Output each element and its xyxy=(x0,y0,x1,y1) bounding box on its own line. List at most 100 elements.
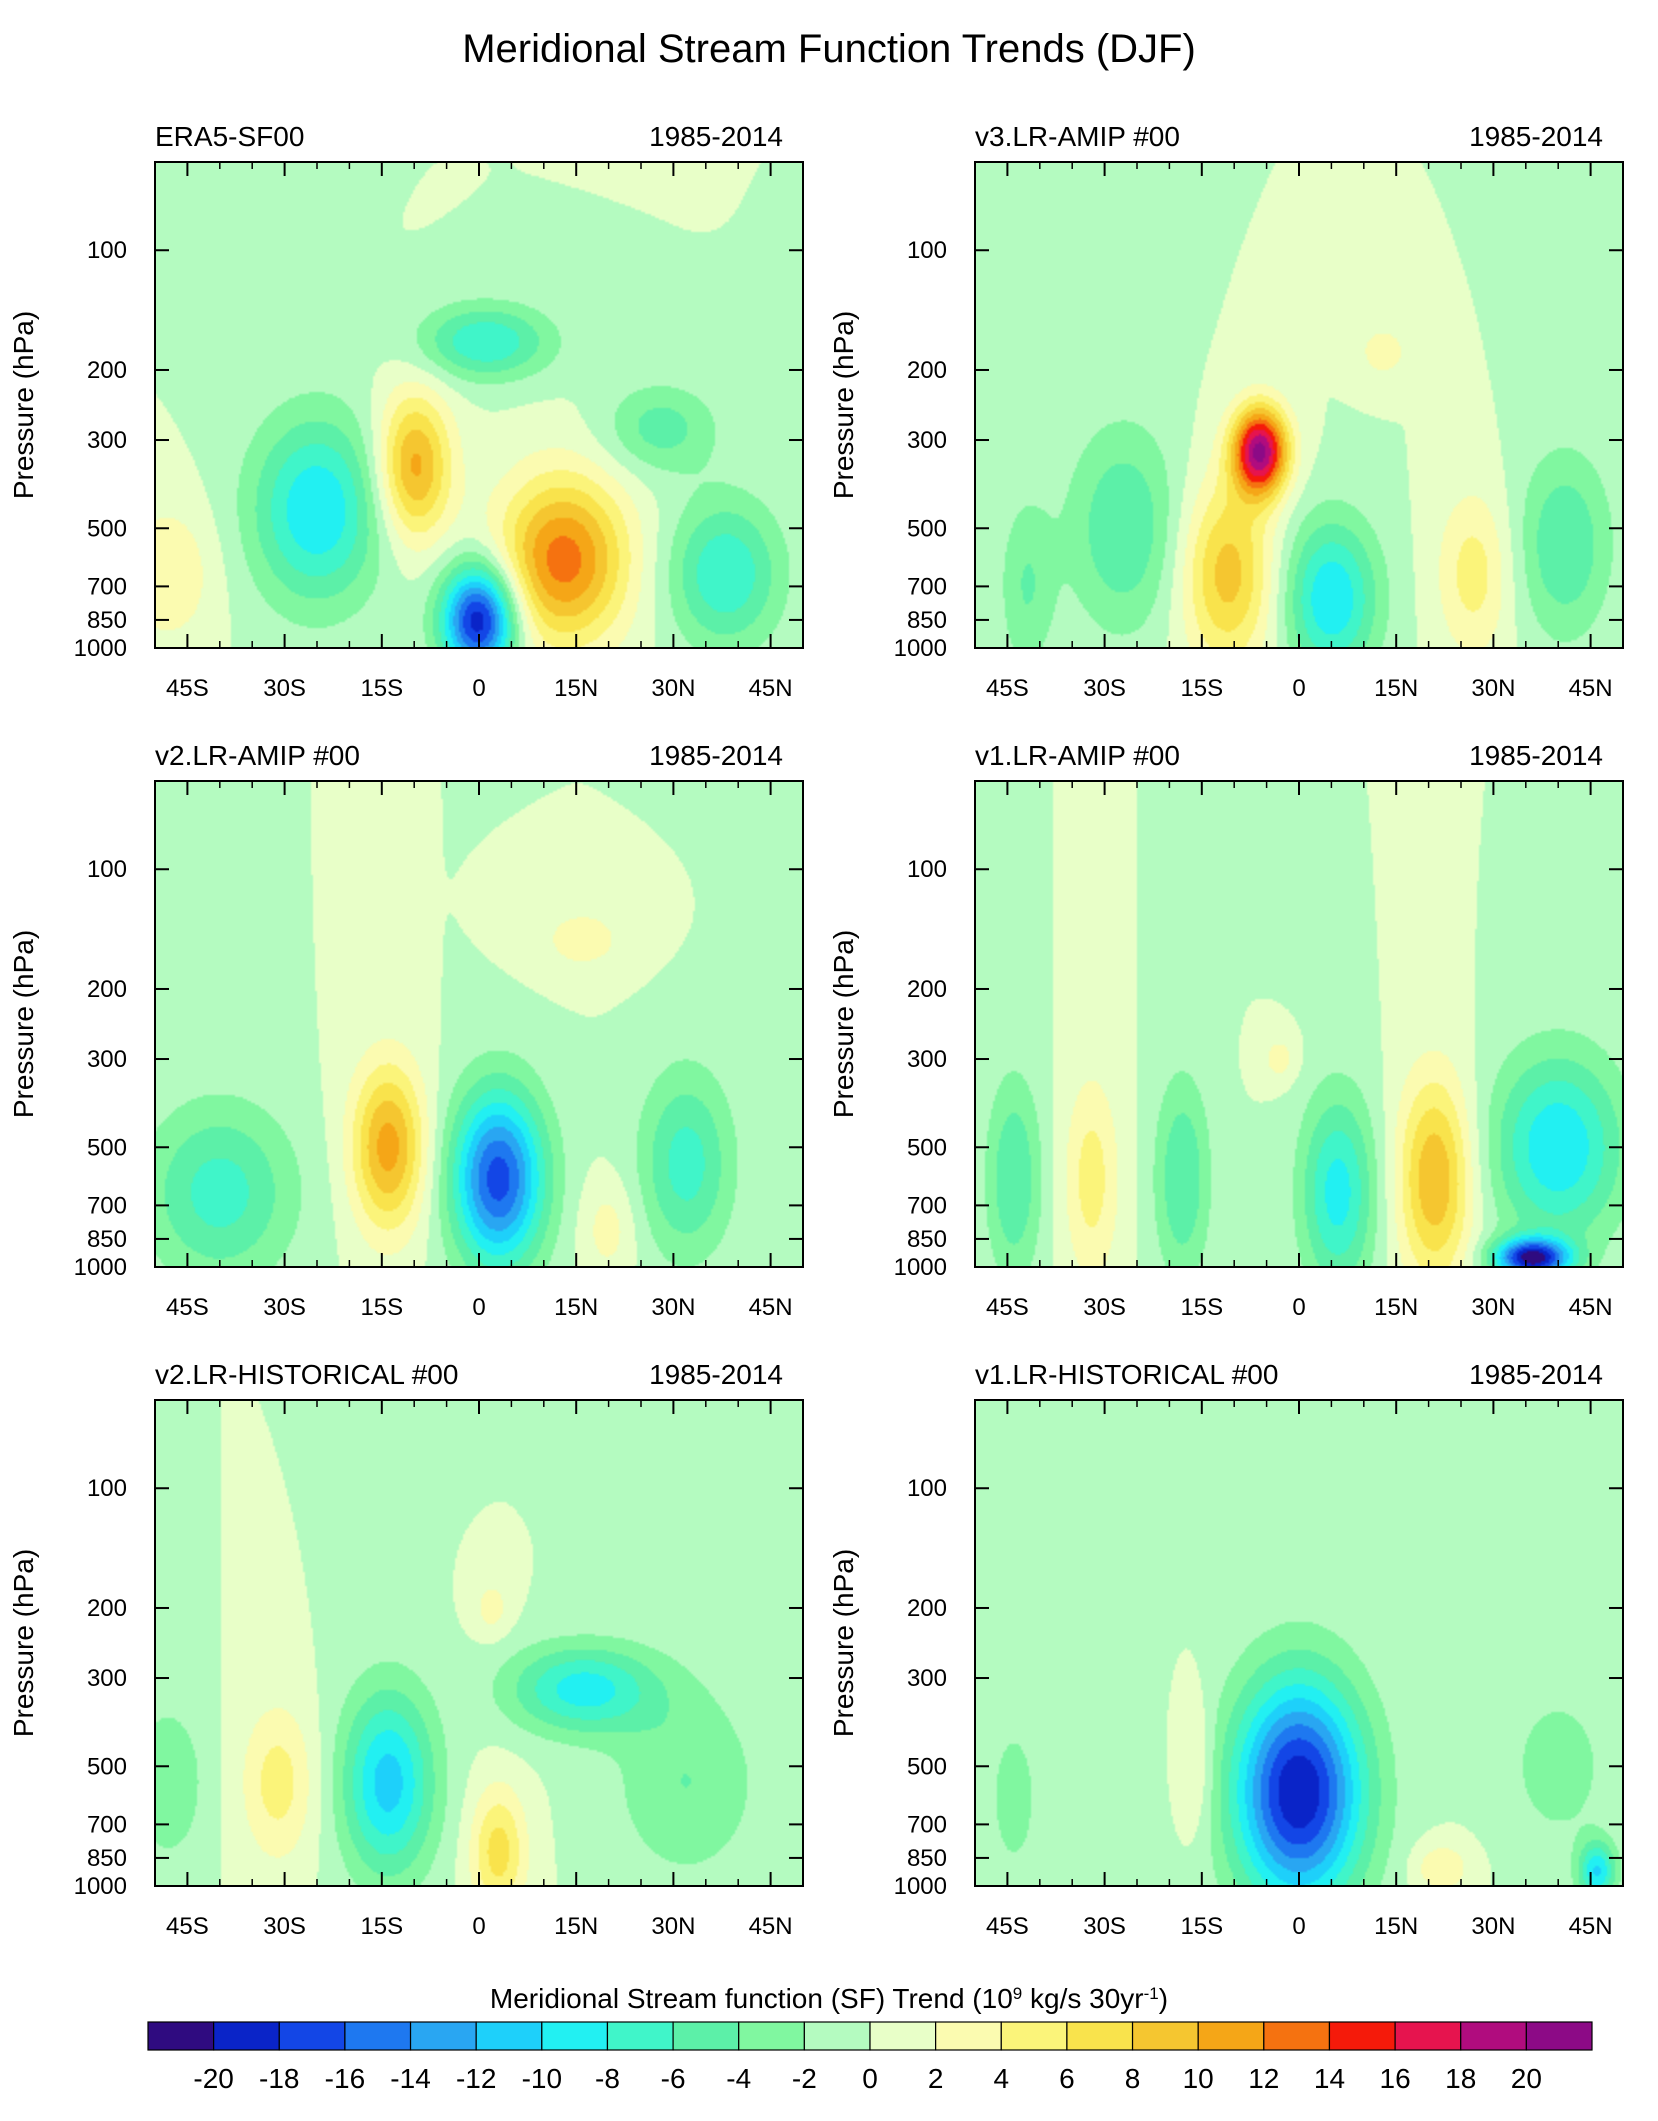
ylabel: Pressure (hPa) xyxy=(8,930,39,1118)
xtick-label: 15S xyxy=(1180,1294,1223,1321)
panel-3: v1.LR-AMIP #00 1985-2014 100 200 300 500 700 85… xyxy=(828,740,1624,1321)
panel-1: v3.LR-AMIP #00 1985-2014 100 200 300 500 700 85… xyxy=(828,121,1624,702)
xtick-label: 0 xyxy=(472,1294,485,1321)
panel-period: 1985-2014 xyxy=(1469,1359,1603,1390)
colorbar-box xyxy=(1460,2021,1527,2051)
colorbar-label-exp2: -1 xyxy=(1144,1984,1159,2003)
ytick-label: 700 xyxy=(907,1811,947,1838)
panel-5: v1.LR-HISTORICAL #00 1985-2014 100 200 300 50… xyxy=(828,1359,1624,1940)
colorbar-box xyxy=(672,2021,740,2051)
ytick-label: 700 xyxy=(87,573,127,600)
colorbar-tick-label: 20 xyxy=(1511,2063,1542,2094)
ytick-label: 100 xyxy=(87,237,127,264)
colorbar-box xyxy=(606,2021,674,2051)
ylabel: Pressure (hPa) xyxy=(828,311,859,499)
panel-2: v2.LR-AMIP #00 1985-2014 100 200 300 500 700 85… xyxy=(8,740,804,1321)
xtick-label: 45N xyxy=(749,675,793,702)
ytick-label: 100 xyxy=(87,1475,127,1502)
xtick-label: 30S xyxy=(1083,1913,1126,1940)
colorbar-tick-label: -2 xyxy=(792,2063,817,2094)
panel-period: 1985-2014 xyxy=(649,1359,783,1390)
xtick-label: 15N xyxy=(1374,1913,1418,1940)
figure-title: Meridional Stream Function Trends (DJF) xyxy=(462,27,1196,71)
ytick-label: 300 xyxy=(87,1665,127,1692)
xtick-label: 45N xyxy=(1569,1913,1613,1940)
panel-period: 1985-2014 xyxy=(1469,121,1603,152)
ytick-label: 500 xyxy=(87,1134,127,1161)
colorbar-tick-label: -20 xyxy=(193,2063,233,2094)
colorbar-box xyxy=(1394,2021,1462,2051)
colorbar-box xyxy=(803,2021,871,2051)
colorbar-tick-label: -6 xyxy=(661,2063,686,2094)
ytick-label: 200 xyxy=(87,976,127,1003)
panel-title: v3.LR-AMIP #00 xyxy=(975,121,1180,152)
ytick-label: 500 xyxy=(907,515,947,542)
ytick-label: 850 xyxy=(907,1226,947,1253)
colorbar-box xyxy=(1328,2021,1396,2051)
xtick-label: 30N xyxy=(651,675,695,702)
colorbar-tick-label: 10 xyxy=(1183,2063,1214,2094)
colorbar-box xyxy=(1131,2021,1199,2051)
colorbar-box xyxy=(475,2021,543,2051)
ytick-label: 1000 xyxy=(74,635,127,662)
ytick-label: 300 xyxy=(87,427,127,454)
xtick-label: 15N xyxy=(554,1913,598,1940)
colorbar-box xyxy=(935,2021,1002,2051)
panel-period: 1985-2014 xyxy=(649,121,783,152)
colorbar-tick-label: -12 xyxy=(456,2063,496,2094)
colorbar-tick-label: -14 xyxy=(390,2063,430,2094)
panel-title: v1.LR-AMIP #00 xyxy=(975,740,1180,771)
colorbar-box xyxy=(409,2021,477,2051)
ytick-label: 500 xyxy=(87,515,127,542)
xtick-label: 15N xyxy=(1374,675,1418,702)
ytick-label: 1000 xyxy=(894,1873,947,1900)
panel-title: ERA5-SF00 xyxy=(155,121,304,152)
colorbar-box xyxy=(278,2021,346,2051)
xtick-label: 15N xyxy=(554,1294,598,1321)
contour-field xyxy=(975,162,1623,648)
xtick-label: 15S xyxy=(360,1294,403,1321)
colorbar-tick-label: 2 xyxy=(928,2063,944,2094)
xtick-label: 45N xyxy=(1569,1294,1613,1321)
colorbar-box xyxy=(1263,2021,1331,2051)
ytick-label: 100 xyxy=(907,1475,947,1502)
ytick-label: 700 xyxy=(907,1192,947,1219)
xtick-label: 30N xyxy=(1471,675,1515,702)
xtick-label: 0 xyxy=(472,1913,485,1940)
xtick-label: 0 xyxy=(1292,1913,1305,1940)
xtick-label: 30N xyxy=(1471,1294,1515,1321)
ytick-label: 100 xyxy=(87,856,127,883)
colorbar-label-mid: kg/s 30yr xyxy=(1022,1983,1143,2014)
colorbar: Meridional Stream function (SF) Trend (1… xyxy=(147,1983,1593,2094)
colorbar-tick-label: 14 xyxy=(1314,2063,1345,2094)
xtick-label: 0 xyxy=(472,675,485,702)
xtick-label: 30S xyxy=(263,1913,306,1940)
ytick-label: 300 xyxy=(907,1665,947,1692)
panels: ERA5-SF00 1985-20141002003005007008501000… xyxy=(8,121,1624,1940)
colorbar-tick-label: -4 xyxy=(726,2063,751,2094)
colorbar-tick-label: 6 xyxy=(1059,2063,1075,2094)
xtick-label: 15S xyxy=(360,1913,403,1940)
ytick-label: 200 xyxy=(87,1595,127,1622)
ylabel: Pressure (hPa) xyxy=(828,1549,859,1737)
panel-period: 1985-2014 xyxy=(649,740,783,771)
ylabel: Pressure (hPa) xyxy=(828,930,859,1118)
ytick-label: 1000 xyxy=(74,1254,127,1281)
ytick-label: 200 xyxy=(87,357,127,384)
colorbar-tick-label: -8 xyxy=(595,2063,620,2094)
panel-title: v1.LR-HISTORICAL #00 xyxy=(975,1359,1278,1390)
xtick-label: 15S xyxy=(1180,675,1223,702)
panel-0: ERA5-SF00 1985-2014 100 200 300 500 700 8501000… xyxy=(8,121,804,702)
colorbar-tick-label: 4 xyxy=(993,2063,1009,2094)
colorbar-box xyxy=(1000,2021,1068,2051)
xtick-label: 45S xyxy=(986,675,1029,702)
ytick-label: 200 xyxy=(907,357,947,384)
ytick-label: 850 xyxy=(87,607,127,634)
contour-field xyxy=(155,781,803,1267)
colorbar-label: Meridional Stream function (SF) Trend (1… xyxy=(490,1983,1168,2014)
ytick-label: 500 xyxy=(87,1753,127,1780)
colorbar-tick-label: -18 xyxy=(259,2063,299,2094)
contour-field xyxy=(155,1400,803,1886)
colorbar-box xyxy=(147,2021,215,2051)
